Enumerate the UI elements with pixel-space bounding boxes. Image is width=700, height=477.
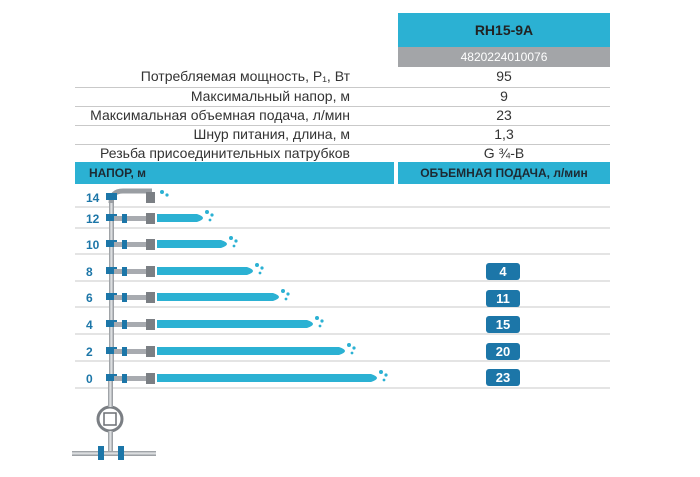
model-name: RH15-9A [474, 22, 534, 38]
water-droplet [160, 190, 164, 194]
spec-label-power: Потребляемая мощность, P₁, Вт [140, 68, 350, 84]
water-droplet [205, 210, 209, 214]
water-droplet [315, 316, 319, 320]
pipe-joint [106, 267, 117, 274]
flow-column-header: ОБЪЕМНАЯ ПОДАЧА, л/мин [398, 162, 610, 184]
water-droplet [281, 289, 285, 293]
pipe-joint [106, 214, 117, 221]
water-droplet [350, 351, 354, 355]
water-droplet [347, 343, 351, 347]
pipe-joint [106, 240, 117, 247]
water-droplet [232, 244, 236, 248]
spec-value-power: 95 [496, 68, 512, 84]
flow-badge-4m: 15 [486, 316, 520, 333]
branch-pipe [114, 242, 148, 247]
nozzle [146, 239, 155, 250]
spec-divider [75, 125, 610, 126]
head-column-header: НАПОР, м [75, 162, 394, 184]
head-level-label: 8 [86, 265, 93, 279]
model-header: RH15-9A [398, 13, 610, 47]
water-droplet [165, 193, 169, 197]
water-stream [157, 214, 203, 222]
spec-value-thread: G ¾-B [483, 145, 525, 161]
water-droplet [208, 218, 212, 222]
water-droplet [284, 297, 288, 301]
barcode-value: 4820224010076 [460, 50, 548, 64]
flow-badge-2m: 20 [486, 343, 520, 360]
flow-column-title: ОБЪЕМНАЯ ПОДАЧА, л/мин [420, 166, 588, 180]
water-droplet [229, 236, 233, 240]
pipe-joint [106, 374, 117, 381]
water-droplet [382, 378, 386, 382]
pipe-joint [106, 293, 117, 300]
branch-pipe [114, 376, 148, 381]
top-elbow [108, 188, 152, 204]
head-column-title: НАПОР, м [89, 166, 147, 180]
water-droplet [286, 292, 290, 296]
riser-pipe [109, 199, 114, 381]
spec-value-max-head: 9 [500, 88, 508, 104]
pipe-joint [106, 320, 117, 327]
water-stream [157, 267, 253, 275]
water-droplet [318, 324, 322, 328]
water-droplet [379, 370, 383, 374]
pipe-joint [106, 193, 117, 200]
spec-value-max-flow: 23 [496, 107, 512, 123]
branch-pipe [114, 322, 148, 327]
nozzle [146, 373, 155, 384]
head-level-label: 6 [86, 291, 93, 305]
spec-divider [75, 106, 610, 107]
water-droplet [234, 239, 238, 243]
branch-pipe [114, 269, 148, 274]
spec-label-max-flow: Максимальная объемная подача, л/мин [90, 107, 350, 123]
water-droplet [258, 271, 262, 275]
water-stream [157, 240, 227, 248]
head-level-label: 4 [86, 318, 93, 332]
branch-pipe [114, 295, 148, 300]
water-stream [157, 293, 279, 301]
spec-divider [75, 144, 610, 145]
branch-pipe [114, 349, 148, 354]
spec-label-max-head: Максимальный напор, м [190, 88, 350, 104]
water-droplet [352, 346, 356, 350]
water-droplet [260, 266, 264, 270]
water-droplet [210, 213, 214, 217]
flow-badge-6m: 11 [486, 290, 520, 307]
pump-icon [96, 405, 124, 433]
water-droplet [320, 319, 324, 323]
barcode-header: 4820224010076 [398, 47, 610, 67]
bottom-pipe [72, 451, 156, 456]
flow-badge-8m: 4 [486, 263, 520, 280]
head-level-label: 14 [86, 191, 100, 205]
water-droplet [255, 263, 259, 267]
nozzle [146, 192, 155, 203]
water-stream [157, 320, 313, 328]
water-droplet [384, 373, 388, 377]
nozzle [146, 266, 155, 277]
head-level-label: 10 [86, 238, 100, 252]
spec-label-cord-length: Шнур питания, длина, м [193, 126, 350, 142]
nozzle [146, 213, 155, 224]
head-level-label: 12 [86, 212, 100, 226]
head-level-label: 2 [86, 345, 93, 359]
flow-badge-0m: 23 [486, 369, 520, 386]
nozzle [146, 319, 155, 330]
nozzle [146, 346, 155, 357]
pipe-joint [106, 347, 117, 354]
water-stream [157, 347, 345, 355]
nozzle [146, 292, 155, 303]
spec-value-cord-length: 1,3 [494, 126, 514, 142]
water-stream [157, 374, 377, 382]
spec-label-thread: Резьба присоединительных патрубков [100, 145, 350, 161]
branch-pipe [114, 216, 148, 221]
spec-divider [75, 87, 610, 88]
head-level-label: 0 [86, 372, 93, 386]
